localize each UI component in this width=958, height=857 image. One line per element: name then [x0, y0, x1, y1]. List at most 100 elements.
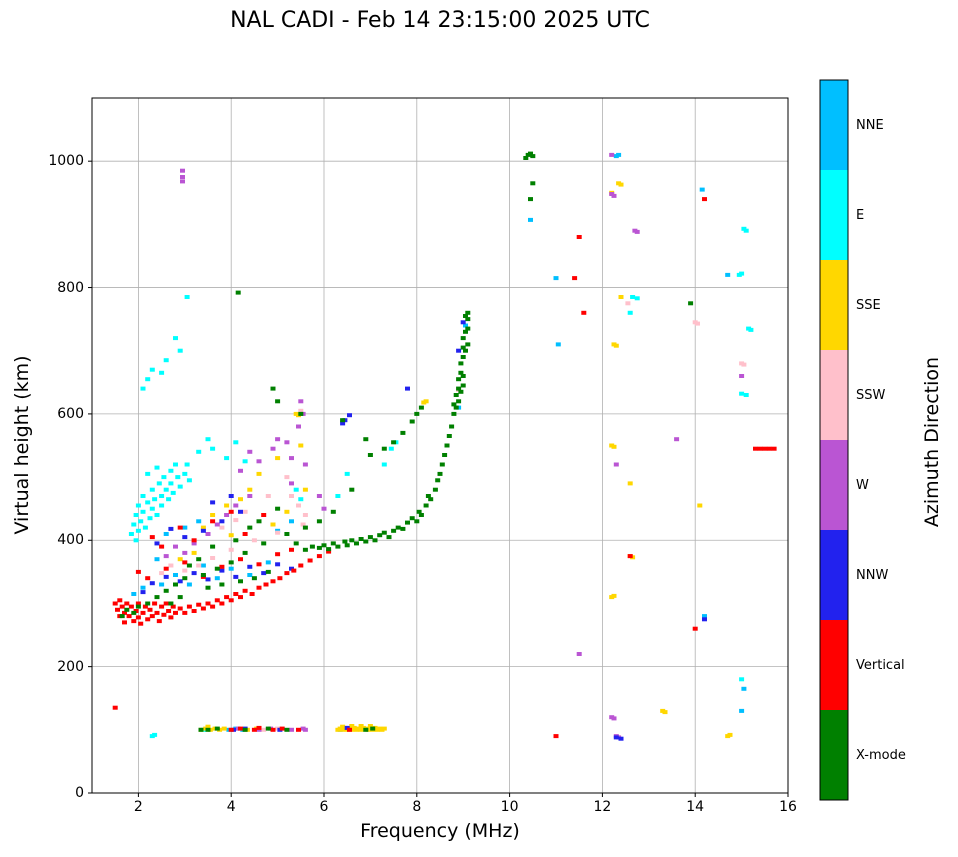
data-point-NNE	[182, 525, 188, 530]
data-point-SSE	[727, 732, 733, 737]
data-point-E	[175, 475, 181, 480]
data-point-E	[184, 462, 190, 467]
data-point-X-mode	[444, 443, 450, 448]
data-point-X-mode	[367, 453, 373, 457]
data-point-NNW	[140, 590, 146, 595]
data-point-NNE	[463, 323, 468, 328]
data-point-SSW	[242, 509, 248, 514]
data-point-X-mode	[367, 535, 373, 540]
data-point-Vertical	[177, 525, 183, 530]
data-point-X-mode	[214, 726, 220, 731]
data-point-E	[388, 446, 394, 451]
data-point-X-mode	[451, 402, 457, 407]
data-point-SSE	[662, 710, 668, 715]
data-point-Vertical	[270, 579, 276, 584]
data-point-W	[275, 437, 281, 442]
data-point-W	[205, 532, 211, 536]
data-point-X-mode	[460, 336, 466, 341]
data-point-X-mode	[145, 601, 151, 606]
data-point-W	[284, 440, 290, 445]
data-point-Vertical	[553, 734, 559, 739]
data-point-Vertical	[289, 547, 294, 552]
data-point-SSW	[219, 525, 225, 530]
data-point-E	[630, 295, 636, 299]
data-point-X-mode	[298, 411, 304, 416]
data-point-NNW	[219, 519, 225, 524]
data-point-NNE	[725, 272, 731, 277]
data-point-Vertical	[275, 552, 281, 557]
data-point-X-mode	[458, 370, 464, 375]
data-point-SSE	[627, 481, 633, 486]
data-point-X-mode	[335, 544, 341, 549]
data-point-X-mode	[284, 727, 290, 732]
data-point-NNW	[228, 494, 234, 498]
data-point-E	[627, 310, 633, 315]
data-point-Vertical	[307, 558, 313, 563]
data-point-E	[748, 327, 754, 332]
data-point-X-mode	[465, 317, 471, 322]
data-point-X-mode	[340, 418, 346, 423]
data-point-E	[145, 500, 151, 505]
data-point-Vertical	[279, 726, 285, 731]
data-point-X-mode	[418, 513, 424, 517]
data-point-X-mode	[235, 290, 241, 295]
data-point-E	[159, 503, 165, 508]
data-point-X-mode	[460, 383, 466, 388]
data-point-Vertical	[186, 604, 192, 609]
data-point-Vertical	[128, 604, 134, 609]
data-point-Vertical	[210, 604, 216, 609]
data-point-SSW	[296, 503, 301, 508]
data-point-Vertical	[117, 598, 123, 603]
data-point-X-mode	[414, 411, 420, 416]
data-point-Vertical	[326, 549, 332, 554]
data-point-Vertical	[200, 606, 206, 611]
data-point-Vertical	[210, 519, 216, 524]
data-point-E	[182, 471, 188, 476]
data-point-NNE	[173, 573, 178, 577]
data-point-X-mode	[386, 535, 392, 540]
data-point-E	[166, 497, 172, 502]
data-point-Vertical	[138, 621, 144, 626]
data-point-NNW	[182, 535, 188, 540]
data-point-NNE	[528, 217, 533, 222]
data-point-X-mode	[425, 494, 431, 498]
data-point-Vertical	[214, 598, 220, 603]
data-point-W	[289, 481, 294, 486]
data-point-X-mode	[131, 610, 137, 615]
data-point-W	[247, 494, 253, 498]
data-point-Vertical	[762, 446, 768, 451]
data-point-X-mode	[395, 525, 401, 530]
data-point-X-mode	[460, 374, 466, 378]
data-point-Vertical	[166, 609, 172, 613]
data-point-Vertical	[191, 538, 197, 543]
data-point-X-mode	[460, 355, 466, 359]
data-point-Vertical	[256, 585, 262, 590]
data-point-W	[256, 459, 262, 464]
data-point-NNW	[200, 528, 206, 533]
data-point-NNW	[163, 574, 169, 579]
data-point-SSW	[261, 727, 267, 732]
data-point-X-mode	[242, 550, 248, 555]
data-point-X-mode	[247, 525, 253, 530]
data-point-E	[147, 516, 153, 521]
data-point-E	[154, 465, 160, 470]
data-point-Vertical	[182, 610, 188, 615]
data-point-X-mode	[265, 726, 271, 731]
data-point-Vertical	[228, 727, 234, 732]
data-point-X-mode	[214, 566, 220, 571]
data-point-Vertical	[256, 562, 262, 567]
data-point-W	[576, 652, 582, 656]
data-point-W	[609, 152, 615, 157]
data-point-Vertical	[182, 560, 188, 565]
data-point-NNE	[228, 566, 234, 571]
data-point-E	[135, 528, 141, 533]
data-point-E	[177, 484, 183, 489]
data-point-X-mode	[219, 582, 225, 587]
data-point-Vertical	[119, 604, 125, 609]
data-point-X-mode	[449, 424, 455, 429]
data-point-W	[613, 462, 619, 467]
data-point-E	[142, 525, 148, 530]
data-point-E	[381, 462, 387, 467]
data-point-W	[173, 544, 178, 549]
data-point-SSE	[200, 525, 206, 530]
